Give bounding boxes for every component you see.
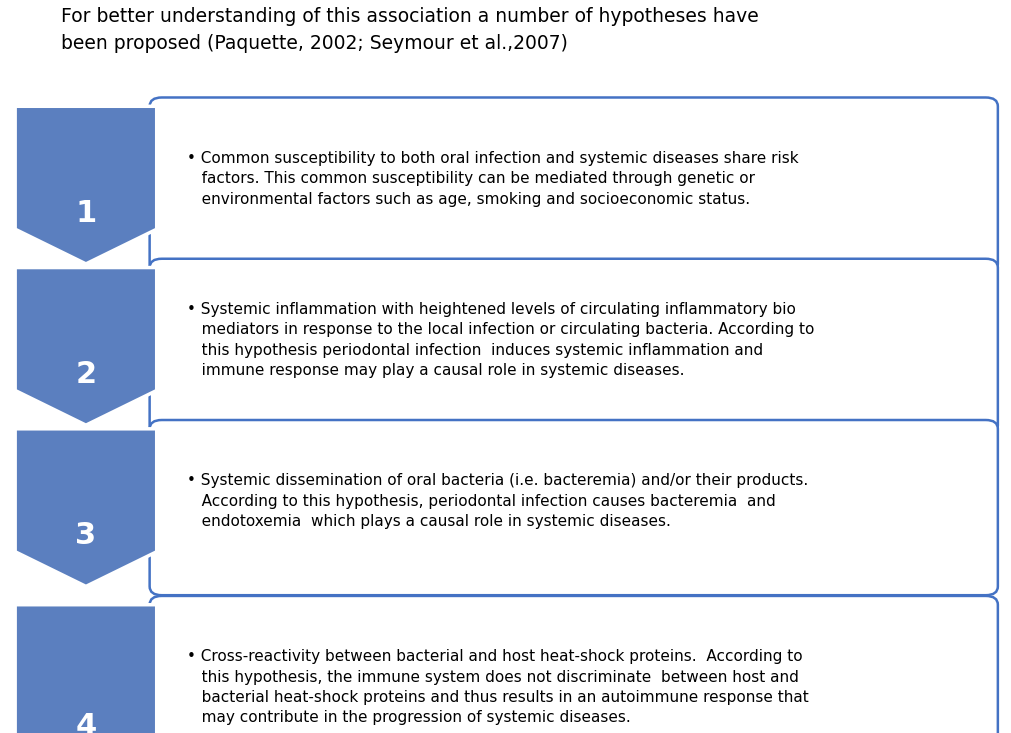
Text: • Cross-reactivity between bacterial and host heat-shock proteins.  According to: • Cross-reactivity between bacterial and…	[187, 649, 809, 726]
Text: • Systemic inflammation with heightened levels of circulating inflammatory bio
 : • Systemic inflammation with heightened …	[187, 302, 815, 378]
Polygon shape	[15, 429, 157, 586]
Text: 4: 4	[75, 712, 97, 733]
Text: For better understanding of this association a number of hypotheses have
been pr: For better understanding of this associa…	[61, 7, 758, 53]
Text: 1: 1	[75, 199, 97, 228]
Polygon shape	[15, 106, 157, 264]
Polygon shape	[15, 605, 157, 733]
FancyBboxPatch shape	[150, 420, 998, 595]
Text: 3: 3	[76, 521, 96, 550]
FancyBboxPatch shape	[150, 596, 998, 733]
FancyBboxPatch shape	[150, 97, 998, 273]
FancyBboxPatch shape	[150, 259, 998, 434]
Text: • Common susceptibility to both oral infection and systemic diseases share risk
: • Common susceptibility to both oral inf…	[187, 151, 799, 207]
Text: • Systemic dissemination of oral bacteria (i.e. bacteremia) and/or their product: • Systemic dissemination of oral bacteri…	[187, 474, 808, 529]
Text: 2: 2	[76, 360, 96, 389]
Polygon shape	[15, 268, 157, 425]
